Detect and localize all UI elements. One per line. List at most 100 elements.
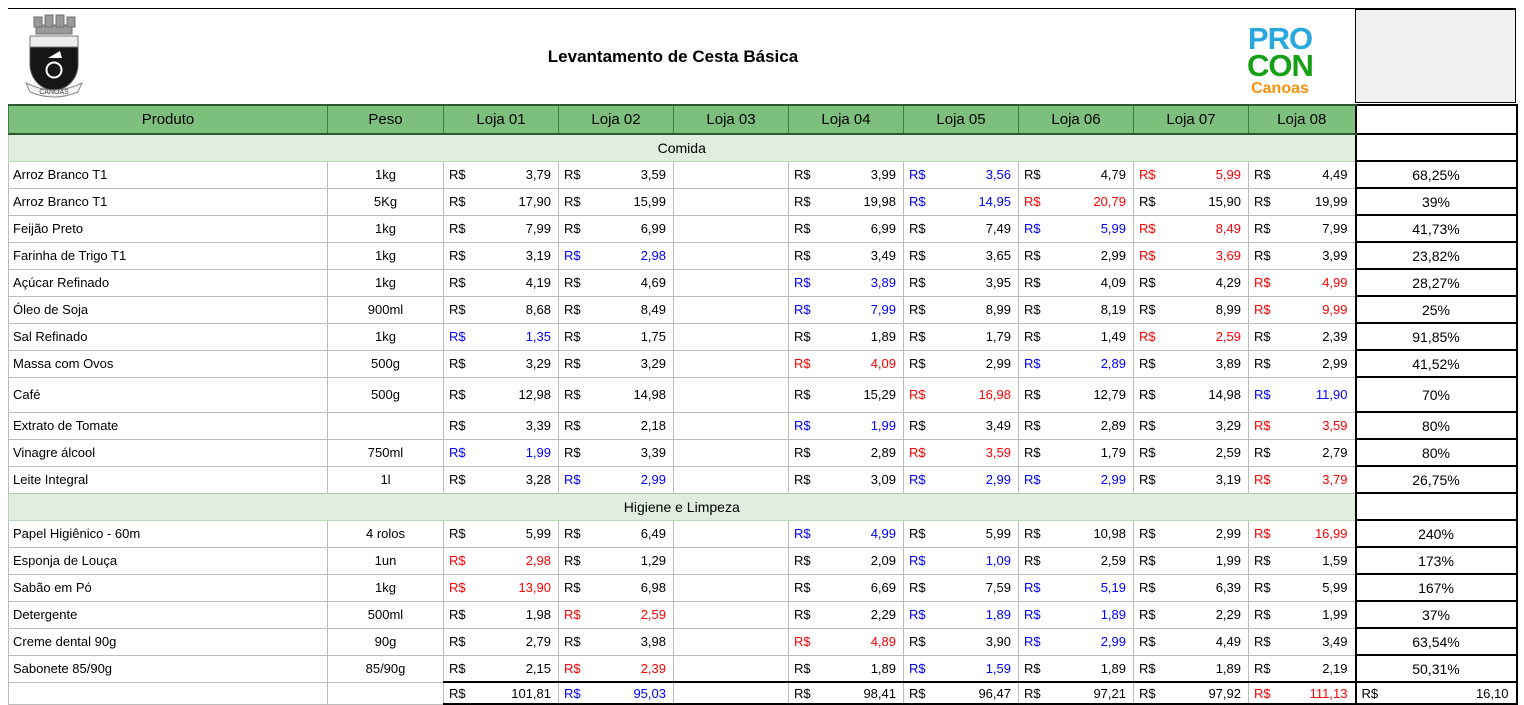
currency-prefix: R$ xyxy=(449,418,466,433)
price-cell-loja-6: R$ 2,89 xyxy=(1018,349,1134,378)
procon-logo: PRO CON Canoas xyxy=(1232,23,1328,97)
price-pair: R$ 3,39 xyxy=(445,418,558,433)
price-value: 8,99 xyxy=(985,302,1011,317)
price-value: 2,19 xyxy=(1322,660,1348,676)
price-pair: R$ 3,99 xyxy=(790,167,903,182)
product-name: Vinagre álcool xyxy=(8,438,328,467)
price-pair: R$ 3,49 xyxy=(790,248,903,263)
price-cell-loja-7: R$ 6,39 xyxy=(1133,573,1249,602)
price-value: 3,39 xyxy=(640,445,666,460)
percent-column-header xyxy=(1354,104,1518,135)
price-cell-loja-3 xyxy=(673,322,789,351)
total-cell-loja-4: R$ 98,41 xyxy=(788,681,904,705)
price-pair: R$ 19,98 xyxy=(790,194,903,209)
price-value: 8,68 xyxy=(525,302,551,317)
price-pair: R$ 7,99 xyxy=(1250,221,1355,236)
percent-cell: 70% xyxy=(1354,376,1518,413)
currency-prefix: R$ xyxy=(1139,194,1156,209)
price-pair: R$ 6,99 xyxy=(790,221,903,236)
currency-prefix: R$ xyxy=(794,329,811,344)
product-row: Feijão Preto 1kg R$ 7,99 R$ 6,99 R$ 6,99 R$ 7,49 R… xyxy=(8,214,1518,243)
currency-prefix: R$ xyxy=(794,418,811,433)
currency-prefix: R$ xyxy=(564,194,581,209)
crest-banner-text: CANOAS xyxy=(39,89,69,96)
price-value: 4,99 xyxy=(1322,275,1348,290)
price-value: 8,49 xyxy=(1215,221,1241,236)
percent-cell: 91,85% xyxy=(1354,322,1518,351)
price-pair: R$ 2,29 xyxy=(790,607,903,622)
price-cell-loja-2: R$ 3,39 xyxy=(558,438,674,467)
currency-prefix: R$ xyxy=(909,607,926,622)
product-weight: 85/90g xyxy=(327,654,444,683)
price-cell-loja-6: R$ 2,89 xyxy=(1018,411,1134,440)
price-cell-loja-3 xyxy=(673,519,789,548)
price-value: 7,49 xyxy=(985,221,1011,236)
price-cell-loja-1: R$ 7,99 xyxy=(443,214,559,243)
price-value: 101,81 xyxy=(511,685,551,701)
currency-prefix: R$ xyxy=(1254,387,1271,402)
price-cell-loja-3 xyxy=(673,268,789,297)
price-value: 12,98 xyxy=(518,387,551,402)
price-pair: R$ 97,92 xyxy=(1135,686,1248,701)
percent-cell: 80% xyxy=(1354,438,1518,467)
price-pair: R$ 1,75 xyxy=(560,329,673,344)
price-value: 5,99 xyxy=(985,526,1011,541)
price-cell-loja-1: R$ 1,35 xyxy=(443,322,559,351)
corner-gray-cell xyxy=(1355,9,1516,103)
price-pair: R$ 4,79 xyxy=(1020,167,1133,182)
price-cell-loja-8: R$ 1,99 xyxy=(1248,600,1356,629)
price-cell-loja-1: R$ 4,19 xyxy=(443,268,559,297)
price-value: 96,47 xyxy=(978,685,1011,701)
price-pair: R$ 3,29 xyxy=(445,356,558,371)
price-pair: R$ 10,98 xyxy=(1020,526,1133,541)
price-value: 3,19 xyxy=(525,248,551,263)
price-value: 2,89 xyxy=(870,445,896,460)
currency-prefix: R$ xyxy=(1139,580,1156,595)
price-pair: R$ 4,29 xyxy=(1135,275,1248,290)
currency-prefix: R$ xyxy=(1024,387,1041,402)
product-row: Sal Refinado 1kg R$ 1,35 R$ 1,75 R$ 1,89 R$ 1,79 R… xyxy=(8,322,1518,351)
currency-prefix: R$ xyxy=(794,248,811,263)
price-cell-loja-1: R$ 3,79 xyxy=(443,160,559,189)
price-value: 14,95 xyxy=(978,194,1011,209)
price-cell-loja-5: R$ 3,90 xyxy=(903,627,1019,656)
price-cell-loja-8: R$ 2,39 xyxy=(1248,322,1356,351)
price-value: 4,49 xyxy=(1322,167,1348,182)
totals-empty-weight xyxy=(327,681,444,705)
product-weight: 5Kg xyxy=(327,187,444,216)
price-pair: R$ 2,59 xyxy=(560,607,673,622)
price-pair: R$ 3,79 xyxy=(445,167,558,182)
price-value: 5,19 xyxy=(1100,580,1126,595)
currency-prefix: R$ xyxy=(909,167,926,182)
report-header: CANOAS Levantamento de Cesta Básica PRO … xyxy=(8,8,1516,104)
column-header-3: Loja 01 xyxy=(443,104,559,135)
price-cell-loja-5: R$ 16,98 xyxy=(903,376,1019,413)
price-cell-loja-1: R$ 5,99 xyxy=(443,519,559,548)
price-pair: R$ 2,89 xyxy=(1020,356,1133,371)
price-pair: R$ 3,56 xyxy=(905,167,1018,182)
price-value: 8,19 xyxy=(1100,302,1126,317)
currency-prefix: R$ xyxy=(564,275,581,290)
price-value: 2,59 xyxy=(640,607,666,622)
price-value: 4,29 xyxy=(1215,275,1241,290)
price-pair: R$ 1,99 xyxy=(445,445,558,460)
currency-prefix: R$ xyxy=(794,445,811,460)
currency-prefix: R$ xyxy=(449,302,466,317)
price-pair: R$ 5,99 xyxy=(905,526,1018,541)
price-pair: R$ 5,99 xyxy=(1020,221,1133,236)
currency-prefix: R$ xyxy=(1254,660,1271,676)
price-value: 3,59 xyxy=(1322,418,1348,433)
price-pair: R$ 13,90 xyxy=(445,580,558,595)
price-cell-loja-1: R$ 2,98 xyxy=(443,546,559,575)
price-value: 2,59 xyxy=(1100,553,1126,568)
price-value: 2,99 xyxy=(985,472,1011,487)
currency-prefix: R$ xyxy=(449,526,466,541)
price-pair: R$ 2,89 xyxy=(1020,418,1133,433)
currency-prefix: R$ xyxy=(1139,329,1156,344)
product-weight: 1kg xyxy=(327,160,444,189)
currency-prefix: R$ xyxy=(1361,685,1379,701)
price-cell-loja-2: R$ 1,75 xyxy=(558,322,674,351)
price-pair: R$ 20,79 xyxy=(1020,194,1133,209)
currency-prefix: R$ xyxy=(909,685,926,701)
price-cell-loja-4: R$ 6,69 xyxy=(788,573,904,602)
